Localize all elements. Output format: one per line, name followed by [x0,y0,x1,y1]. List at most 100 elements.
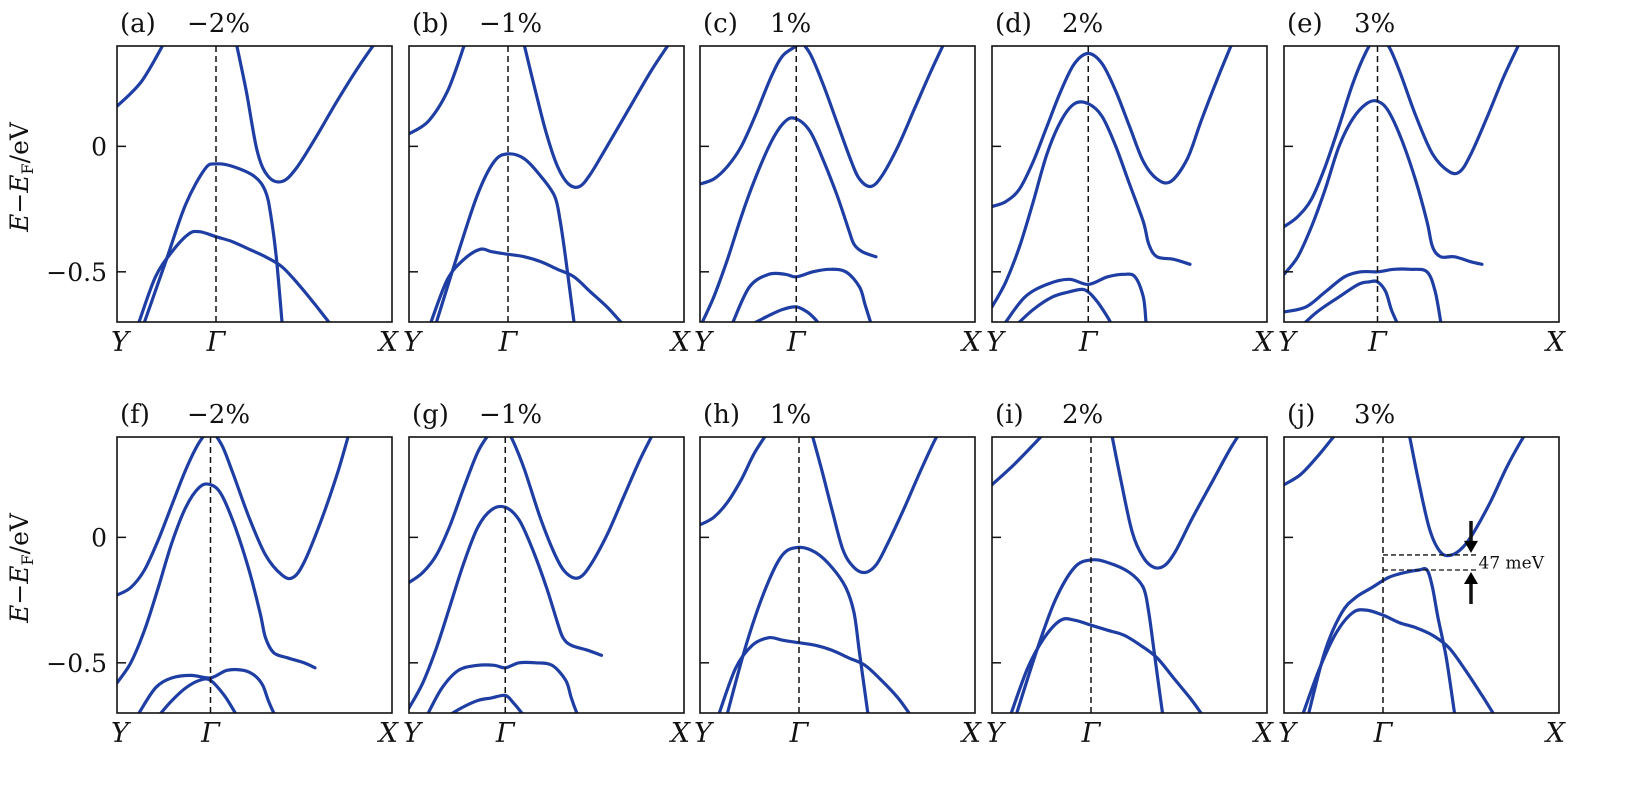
plot-frame [408,436,685,714]
band-4 [1009,617,1203,713]
panel-g: (g) −1% Y Γ X [403,400,692,749]
plot-frame [991,436,1268,714]
panel-label: (h) [703,400,740,430]
band-4 [426,660,579,713]
strain-label: −2% [187,400,250,430]
band-1 [117,437,350,597]
band-3 [142,162,284,322]
gap-annotation: 47 meV [1383,520,1545,604]
band-2 [235,46,375,184]
x-tick-label: Γ [200,718,221,749]
bands [1284,437,1526,713]
y-tick-label: −0.5 [46,649,107,678]
band-4 [1301,608,1495,713]
x-tick-label: Γ [498,327,519,358]
bands [992,46,1233,322]
x-tick-label: Y [111,327,131,358]
bands [117,46,375,322]
band-2 [522,46,670,189]
strain-label: 3% [1354,400,1395,430]
band-3 [1307,567,1457,713]
arrow-up-head [1464,571,1478,584]
x-tick-label: Γ [1081,718,1102,749]
band-3 [1004,272,1148,322]
x-tick-label: Γ [786,327,807,358]
band-1 [409,437,489,585]
panel-j: (j) 3% Y Γ X 47 meV [1278,400,1567,749]
ylabel-fermi: E [5,174,34,193]
plot-frame [699,436,976,714]
band-2 [509,437,654,580]
ylabel-unit: /eV [5,512,34,554]
svg-text:E−EF/eV: E−EF/eV [5,121,37,233]
band-1 [992,46,1233,209]
panel-h: (h) 1% Y Γ X [694,400,983,749]
x-tick-label: X [960,327,983,358]
band-4 [1017,287,1113,322]
ylabel-minus: − [5,193,34,214]
x-tick-label: Γ [495,718,516,749]
ylabel-fermi: E [5,565,34,584]
band-4 [1303,279,1399,322]
gap-label: 47 meV [1479,553,1545,573]
band-1 [117,46,165,108]
panel-label: (c) [703,9,738,39]
strain-label: 1% [770,9,811,39]
band-3 [409,504,604,710]
x-tick-label: Y [403,718,423,749]
y-tick-label: −0.5 [46,258,107,287]
panel-label: (f) [120,400,150,430]
x-tick-label: Γ [1373,718,1394,749]
band-5 [752,305,820,322]
band-3 [137,667,276,713]
band-1 [1284,437,1336,487]
x-tick-label: Y [111,718,131,749]
bands [700,46,945,322]
y-axis-label-row-2: E−EF/eV [5,512,37,624]
bands [117,437,350,713]
plot-frame [991,45,1268,323]
panel-label: (e) [1287,9,1323,39]
strain-label: 1% [770,400,811,430]
panel-c: (c) 1% Y Γ X [694,9,983,358]
strain-label: −2% [187,9,250,39]
panel-label: (a) [120,9,156,39]
bands [1284,46,1520,322]
x-tick-label: Y [694,327,714,358]
x-tick-label: X [1544,327,1567,358]
x-tick-label: Γ [1367,327,1388,358]
ylabel-unit: /eV [5,121,34,163]
bands [409,437,654,713]
x-tick-label: Y [986,327,1006,358]
plot-frame [116,436,393,714]
panel-label: (d) [995,9,1032,39]
plot-frame [699,45,976,323]
svg-text:E−EF/eV: E−EF/eV [5,512,37,624]
band-1 [700,46,800,186]
plot-frame [116,45,393,323]
x-tick-label: X [377,718,400,749]
band-1 [700,437,767,527]
x-tick-label: Y [986,718,1006,749]
ylabel-minus: − [5,584,34,605]
band-3 [700,116,878,322]
panel-i: (i) 2% Y Γ X [986,400,1275,749]
x-tick-label: Γ [789,718,810,749]
x-tick-label: X [1252,718,1275,749]
band-2 [1110,437,1240,570]
strain-label: 2% [1062,9,1103,39]
ylabel-fermi-subscript: F [18,163,37,174]
band-3 [1015,558,1165,713]
arrow-down-head [1464,540,1478,553]
panel-a: (a) −2% 0 −0.5 Y Γ X [46,9,399,358]
x-tick-label: X [669,718,692,749]
band-3 [1284,267,1443,322]
x-tick-label: Y [1278,718,1298,749]
band-5 [449,693,524,713]
band-4 [429,247,623,322]
bands [409,46,670,322]
x-tick-label: X [1544,718,1567,749]
band-4 [717,635,911,713]
strain-label: 3% [1354,9,1395,39]
plot-frame [408,45,685,323]
